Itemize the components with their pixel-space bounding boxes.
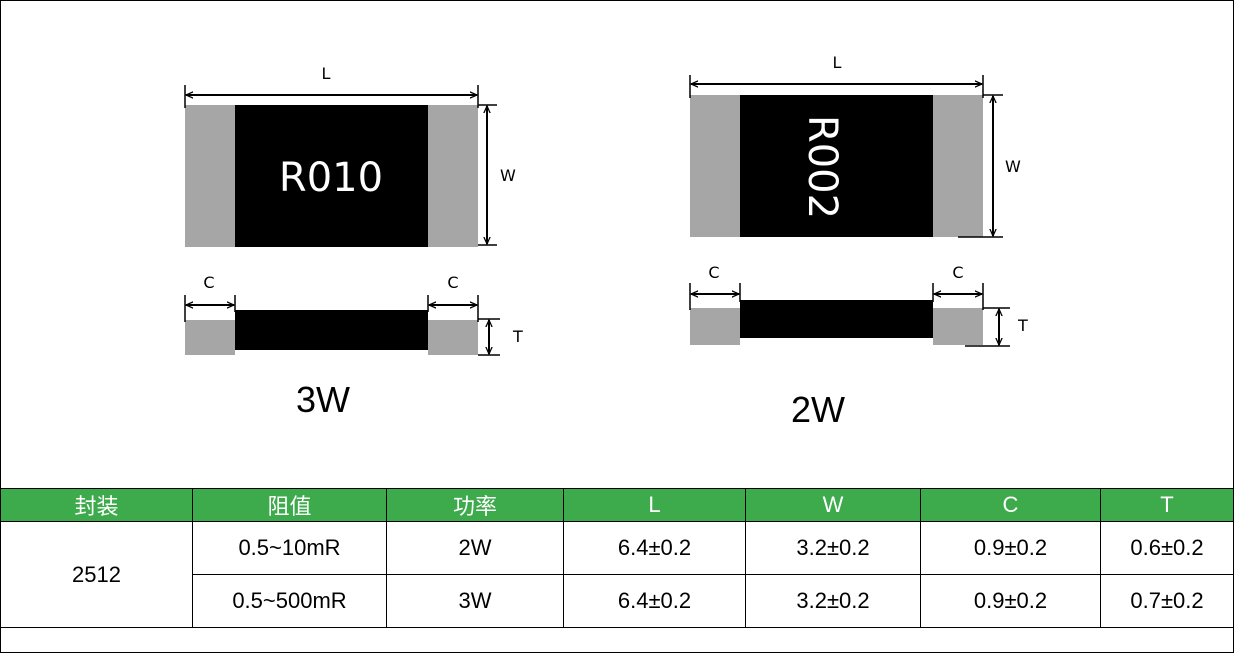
side-body-3w xyxy=(235,310,428,350)
header-l: L xyxy=(563,488,746,522)
marking-2w: R002 xyxy=(799,115,845,219)
resistor-dimension-diagram: R010 L W C C T 3W R0 xyxy=(184,53,1028,430)
header-t: T xyxy=(1100,488,1234,522)
t-cell: 0.6±0.2 xyxy=(1100,521,1234,575)
power-cell: 3W xyxy=(386,574,564,628)
side-terminal-right-3w xyxy=(428,320,478,355)
t-cell: 0.7±0.2 xyxy=(1100,574,1234,628)
table-row: 0.5~500mR 3W 6.4±0.2 3.2±0.2 0.9±0.2 0.7… xyxy=(1,574,1234,628)
table-header-row: 封装 阻值 功率 L W C T xyxy=(0,488,1234,522)
w-cell: 3.2±0.2 xyxy=(745,521,921,575)
w-cell: 3.2±0.2 xyxy=(745,574,921,628)
body-3w xyxy=(235,105,428,247)
resistance-cell: 0.5~10mR xyxy=(192,521,387,575)
spec-table: 封装 阻值 功率 L W C T 2512 0.5~10mR 2W 6.4±0.… xyxy=(0,488,1234,628)
side-terminal-left-2w xyxy=(690,308,740,345)
header-package: 封装 xyxy=(0,488,193,522)
c-cell: 0.9±0.2 xyxy=(920,521,1101,575)
header-power: 功率 xyxy=(386,488,564,522)
side-body-2w xyxy=(740,300,933,338)
l-cell: 6.4±0.2 xyxy=(563,521,746,575)
header-resistance: 阻值 xyxy=(192,488,387,522)
thickness-label: T xyxy=(512,327,523,346)
marking-3w: R010 xyxy=(279,155,383,201)
c-cell: 0.9±0.2 xyxy=(920,574,1101,628)
side-terminal-right-2w xyxy=(933,308,983,345)
power-cell: 2W xyxy=(386,521,564,575)
thickness-label: T xyxy=(1017,316,1028,335)
package-cell: 2512 xyxy=(0,521,193,628)
side-terminal-left-3w xyxy=(185,320,235,355)
right-terminal-3w xyxy=(428,105,478,247)
length-label: L xyxy=(833,53,842,72)
body-2w xyxy=(740,95,933,237)
cap-label-left: C xyxy=(708,263,719,282)
resistance-cell: 0.5~500mR xyxy=(192,574,387,628)
width-label: W xyxy=(500,166,516,185)
header-c: C xyxy=(920,488,1101,522)
cap-label-right: C xyxy=(952,263,963,282)
l-cell: 6.4±0.2 xyxy=(563,574,746,628)
table-row: 2512 0.5~10mR 2W 6.4±0.2 3.2±0.2 0.9±0.2… xyxy=(0,521,1234,628)
header-w: W xyxy=(745,488,921,522)
resistor-2w: R002 L W C C T 2W xyxy=(689,53,1028,430)
left-terminal-3w xyxy=(185,105,235,247)
caption-2w: 2W xyxy=(791,389,845,430)
cap-label-left: C xyxy=(203,273,214,292)
length-label: L xyxy=(322,64,331,83)
resistor-3w: R010 L W C C T 3W xyxy=(184,64,523,420)
right-terminal-2w xyxy=(933,95,983,237)
caption-3w: 3W xyxy=(296,379,350,420)
width-label: W xyxy=(1005,157,1021,176)
left-terminal-2w xyxy=(690,95,740,237)
cap-label-right: C xyxy=(447,273,458,292)
